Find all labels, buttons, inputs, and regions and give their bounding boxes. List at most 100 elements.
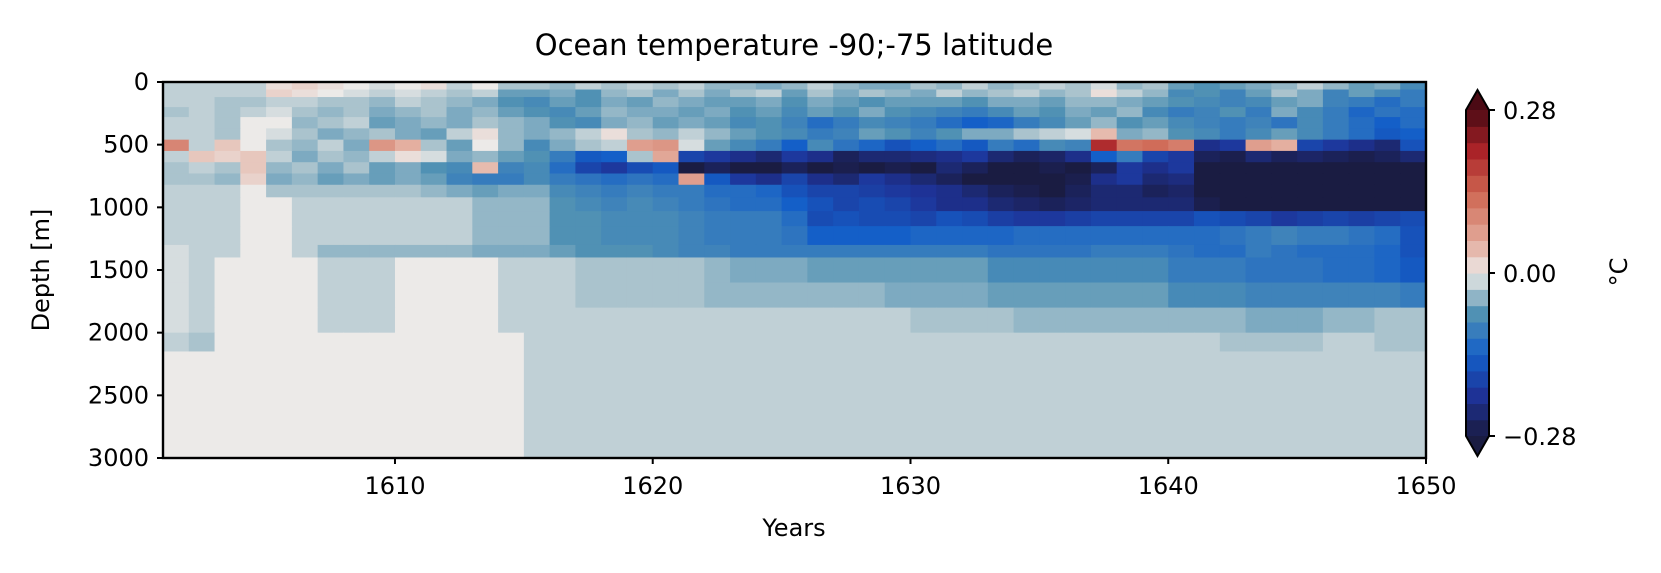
heatmap-cell <box>1090 257 1118 284</box>
heatmap-cell <box>1322 173 1350 186</box>
heatmap-cell <box>266 211 293 227</box>
heatmap-cell <box>214 332 241 353</box>
heatmap-cell <box>523 162 551 175</box>
heatmap-cell <box>987 82 1015 91</box>
heatmap-cell <box>498 89 525 98</box>
heatmap-cell <box>291 351 319 459</box>
heatmap-cell <box>214 162 241 175</box>
heatmap-cell <box>1348 117 1376 129</box>
heatmap-cell <box>446 150 473 163</box>
heatmap-cell <box>394 184 422 198</box>
heatmap-cell <box>1219 257 1247 284</box>
heatmap-cell <box>394 173 422 186</box>
heatmap-cell <box>394 226 422 246</box>
heatmap-cell <box>1297 211 1324 227</box>
heatmap-cell <box>1065 173 1092 186</box>
heatmap-cell <box>1168 211 1195 227</box>
heatmap-cell <box>1322 211 1350 227</box>
heatmap-cell <box>936 332 963 353</box>
heatmap-cell <box>858 226 886 246</box>
heatmap-cell <box>549 351 577 459</box>
heatmap-cell <box>1065 82 1092 91</box>
heatmap-cell <box>652 244 680 259</box>
heatmap-cell <box>1400 184 1427 198</box>
heatmap-cell <box>188 257 216 284</box>
colorbar-segment <box>1466 175 1489 193</box>
heatmap-cell <box>1142 128 1169 141</box>
heatmap-cell <box>188 107 216 118</box>
heatmap-cell <box>1194 282 1221 309</box>
heatmap-cell <box>1013 184 1040 198</box>
heatmap-cell <box>704 197 731 212</box>
heatmap-cell <box>601 139 628 152</box>
heatmap-cell <box>1245 197 1272 212</box>
heatmap-cell <box>626 307 654 334</box>
heatmap-cell <box>884 332 912 353</box>
heatmap-cell <box>472 97 499 108</box>
heatmap-cell <box>1219 117 1247 129</box>
heatmap-cell <box>678 307 705 334</box>
heatmap-cell <box>1400 226 1427 246</box>
heatmap-cell <box>498 351 525 459</box>
heatmap-cell <box>240 226 267 246</box>
heatmap-cell <box>1065 351 1092 459</box>
heatmap-cell <box>1245 162 1272 175</box>
heatmap-cell <box>1400 128 1427 141</box>
heatmap-cell <box>962 117 989 129</box>
heatmap-cell <box>1348 162 1376 175</box>
heatmap-cell <box>1039 150 1066 163</box>
heatmap-cell <box>523 97 551 108</box>
heatmap-cell <box>884 82 912 91</box>
heatmap-cell <box>807 244 834 259</box>
heatmap-cell <box>1194 307 1221 334</box>
heatmap-cell <box>652 197 680 212</box>
heatmap-cell <box>523 117 551 129</box>
heatmap-cell <box>394 197 422 212</box>
heatmap-cell <box>214 307 241 334</box>
heatmap-cell <box>858 173 886 186</box>
heatmap-cell <box>1219 307 1247 334</box>
heatmap-cell <box>472 128 499 141</box>
heatmap-cell <box>678 197 705 212</box>
heatmap-cell <box>1013 150 1040 163</box>
heatmap-cell <box>1116 197 1144 212</box>
heatmap-cell <box>652 257 680 284</box>
heatmap-cell <box>884 128 912 141</box>
heatmap-cell <box>575 226 602 246</box>
colorbar-segment <box>1466 110 1489 127</box>
heatmap-cell <box>652 128 680 141</box>
heatmap-cell <box>1400 282 1427 309</box>
heatmap-cell <box>858 128 886 141</box>
heatmap-cell <box>369 197 396 212</box>
heatmap-cell <box>446 89 473 98</box>
heatmap-cell <box>1322 150 1350 163</box>
heatmap-cell <box>369 139 396 152</box>
heatmap-cell <box>1400 197 1427 212</box>
heatmap-cell <box>575 128 602 141</box>
heatmap-cell <box>652 332 680 353</box>
heatmap-cell <box>807 197 834 212</box>
heatmap-cell <box>858 332 886 353</box>
heatmap-cell <box>601 211 628 227</box>
colorbar-segment <box>1466 207 1489 225</box>
heatmap-cell <box>1400 82 1427 91</box>
heatmap-cell <box>472 226 499 246</box>
heatmap-cell <box>1271 107 1298 118</box>
heatmap-cell <box>1039 128 1066 141</box>
heatmap-cell <box>369 282 396 309</box>
heatmap-cell <box>1116 97 1144 108</box>
heatmap-cell <box>652 82 680 91</box>
heatmap-cell <box>678 184 705 198</box>
heatmap-cells <box>163 82 1427 459</box>
heatmap-cell <box>910 307 937 334</box>
heatmap-cell <box>1039 117 1066 129</box>
heatmap-cell <box>781 282 808 309</box>
heatmap-cell <box>1065 226 1092 246</box>
heatmap-cell <box>1297 128 1324 141</box>
heatmap-cell <box>807 351 834 459</box>
x-tick-label: 1610 <box>364 472 425 500</box>
heatmap-cell <box>807 82 834 91</box>
heatmap-cell <box>1348 184 1376 198</box>
heatmap-cell <box>678 244 705 259</box>
heatmap-cell <box>730 82 757 91</box>
